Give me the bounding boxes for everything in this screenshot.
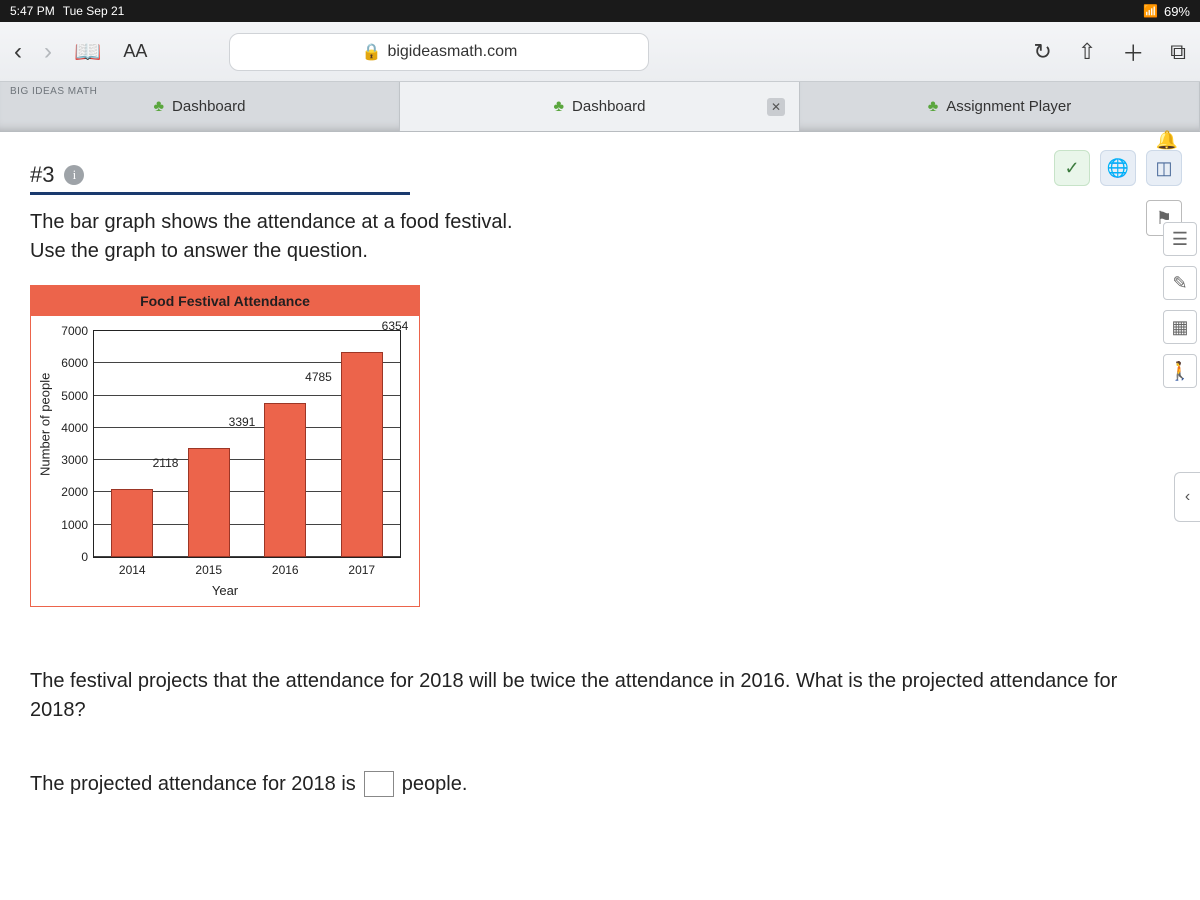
question-header: #3 i <box>30 162 410 195</box>
reload-button[interactable]: ↻ <box>1033 39 1051 65</box>
tool-page-icon[interactable]: ▦ <box>1163 310 1197 344</box>
brand-text: BIG IDEAS MATH <box>10 86 97 97</box>
tool-scribble-icon[interactable]: ✎ <box>1163 266 1197 300</box>
question-prompt-1: The bar graph shows the attendance at a … <box>30 209 1170 236</box>
leaf-icon: ♣ <box>928 98 939 116</box>
tool-list-icon[interactable]: ☰ <box>1163 222 1197 256</box>
y-tick: 5000 <box>52 389 88 403</box>
panel-button[interactable]: ◫ <box>1146 150 1182 186</box>
status-date: Tue Sep 21 <box>63 4 125 18</box>
bar-2017 <box>341 352 383 557</box>
tool-accessibility-icon[interactable]: 🚶 <box>1163 354 1197 388</box>
check-answer-button[interactable]: ✓ <box>1054 150 1090 186</box>
y-tick: 0 <box>52 550 88 564</box>
globe-button[interactable]: 🌐 <box>1100 150 1136 186</box>
status-time: 5:47 PM <box>10 4 55 18</box>
bar-value-label: 3391 <box>229 415 256 429</box>
safari-toolbar: ‹ › 📖 AA 🔒 bigideasmath.com ↻ ⇧ ＋ ⧉ <box>0 22 1200 82</box>
leaf-icon: ♣ <box>154 98 165 116</box>
url-text: bigideasmath.com <box>387 43 517 61</box>
ipad-status-bar: 5:47 PM Tue Sep 21 📶 69% <box>0 0 1200 22</box>
share-button[interactable]: ⇧ <box>1078 39 1096 65</box>
tab-dashboard-2[interactable]: ♣ Dashboard ✕ MEADOW KNOX <box>400 82 800 131</box>
text-size-button[interactable]: AA <box>123 41 147 62</box>
info-icon[interactable]: i <box>64 165 84 185</box>
bookmarks-icon[interactable]: 📖 <box>74 39 101 65</box>
tab-label: Dashboard <box>572 98 645 115</box>
question-followup: The festival projects that the attendanc… <box>30 667 1170 725</box>
bar-2016 <box>264 403 306 557</box>
gridline <box>94 330 400 331</box>
collapse-tools-button[interactable]: ‹ <box>1174 472 1200 522</box>
tab-label: Assignment Player <box>946 98 1071 115</box>
chart-title: Food Festival Attendance <box>31 286 419 316</box>
bar-2014 <box>111 489 153 557</box>
y-tick: 4000 <box>52 421 88 435</box>
x-tick: 2017 <box>348 563 375 577</box>
leaf-icon: ♣ <box>554 98 565 116</box>
wifi-icon: 📶 <box>1143 4 1158 18</box>
lock-icon: 🔒 <box>362 42 382 62</box>
y-tick: 2000 <box>52 485 88 499</box>
answer-lead: The projected attendance for 2018 is <box>30 773 356 796</box>
bar-value-label: 6354 <box>382 319 409 333</box>
x-tick: 2015 <box>195 563 222 577</box>
y-tick: 3000 <box>52 453 88 467</box>
tabs-button[interactable]: ⧉ <box>1170 39 1186 65</box>
tab-assignment-player[interactable]: ♣ Assignment Player <box>800 82 1200 131</box>
x-tick: 2016 <box>272 563 299 577</box>
question-number: #3 <box>30 162 54 188</box>
new-tab-button[interactable]: ＋ <box>1122 36 1144 68</box>
forward-button[interactable]: › <box>44 38 52 66</box>
x-axis-label: Year <box>212 583 238 598</box>
y-tick: 1000 <box>52 518 88 532</box>
address-bar[interactable]: 🔒 bigideasmath.com <box>229 33 649 71</box>
chart-plot-area: 0100020003000400050006000700021182014339… <box>93 330 401 558</box>
assignment-content: 🔔 ✓ 🌐 ◫ ⚑ ☰ ✎ ▦ 🚶 ‹ #3 i The bar graph s… <box>0 132 1200 900</box>
question-prompt-2: Use the graph to answer the question. <box>30 238 1170 265</box>
y-axis-label: Number of people <box>38 373 53 476</box>
browser-tabs: BIG IDEAS MATH ♣ Dashboard ♣ Dashboard ✕… <box>0 82 1200 132</box>
bar-value-label: 4785 <box>305 370 332 384</box>
notifications-icon[interactable]: 🔔 <box>1156 130 1178 151</box>
status-battery: 69% <box>1164 4 1190 19</box>
y-tick: 6000 <box>52 356 88 370</box>
x-tick: 2014 <box>119 563 146 577</box>
close-tab-button[interactable]: ✕ <box>767 98 785 116</box>
y-tick: 7000 <box>52 324 88 338</box>
back-button[interactable]: ‹ <box>14 38 22 66</box>
answer-row: The projected attendance for 2018 is peo… <box>30 771 1170 797</box>
bar-2015 <box>188 448 230 557</box>
attendance-chart: Food Festival Attendance Number of peopl… <box>30 285 420 607</box>
tab-dashboard-1[interactable]: BIG IDEAS MATH ♣ Dashboard <box>0 82 400 131</box>
answer-trail: people. <box>402 773 468 796</box>
answer-input[interactable] <box>364 771 394 797</box>
tab-label: Dashboard <box>172 98 245 115</box>
bar-value-label: 2118 <box>153 456 179 470</box>
